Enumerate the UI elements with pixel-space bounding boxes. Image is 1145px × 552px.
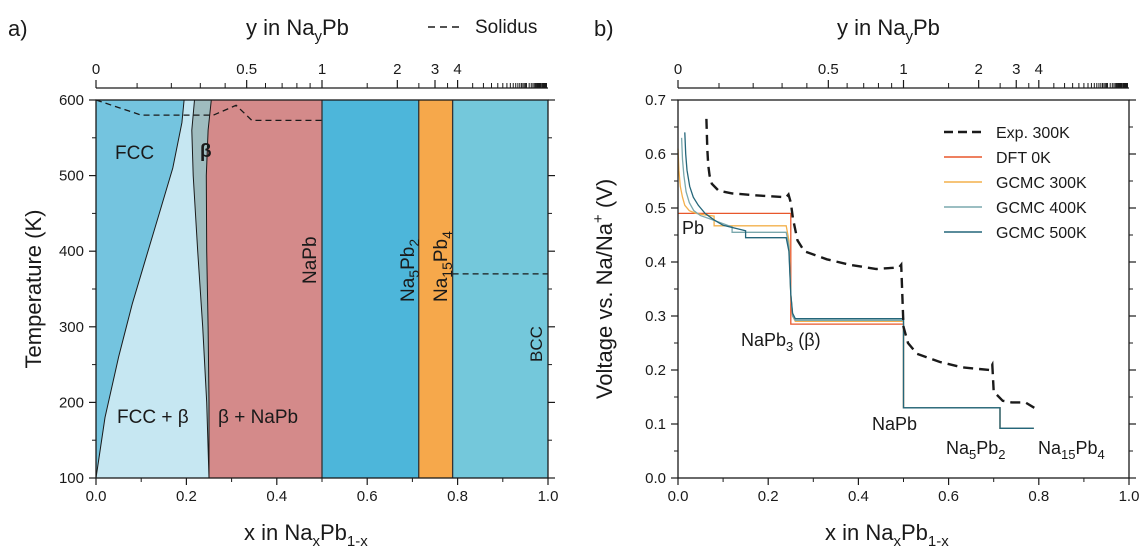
panel-b-top-tick-label: 0.5 xyxy=(818,61,839,78)
voltage-series xyxy=(677,118,1035,429)
panel-a-axes: 0.0 0.2 0.4 0.6 0.8 1.0 100 200 300 400 500 600 0 0.5… xyxy=(59,61,558,505)
panel-a-top-tick-label: 0.5 xyxy=(236,61,257,78)
legend-gcmc-500k-label: GCMC 500K xyxy=(996,225,1087,242)
beta-label: β xyxy=(200,141,212,162)
panel-a-y-tick-label: 100 xyxy=(59,470,84,487)
bcc-phase-label: BCC xyxy=(527,326,546,362)
phase-regions xyxy=(96,100,548,478)
panel-a-x-tick-label: 0.4 xyxy=(266,488,287,505)
panel-b-y-tick-label: 0.2 xyxy=(645,362,666,379)
panel-b-label: b) xyxy=(594,16,614,41)
panel-b-x-tick-label: 0.0 xyxy=(668,488,689,505)
napb-phase-label: NaPb xyxy=(300,236,321,284)
panel-a-x-tick-label: 0.8 xyxy=(447,488,468,505)
panel-b-top-tick-label: 4 xyxy=(1035,61,1043,78)
panel-a-top-tick-label: 3 xyxy=(431,61,439,78)
panel-b-y-axis-label: Voltage vs. Na/Na+ (V) xyxy=(590,179,617,399)
phase-boundaries xyxy=(95,99,548,479)
legend-gcmc-400k-label: GCMC 400K xyxy=(996,200,1087,217)
legend-exp-300k-label: Exp. 300K xyxy=(996,125,1070,142)
panel-a-y-axis-label: Temperature (K) xyxy=(21,210,46,369)
beta-napb-label: β + NaPb xyxy=(218,407,298,428)
na15pb4-annotation: Na15Pb4 xyxy=(1038,438,1105,462)
panel-b-y-tick-label: 0.5 xyxy=(645,200,666,217)
panel-b-top-tick-label: 2 xyxy=(974,61,982,78)
series-gcmc-500k-line xyxy=(684,132,1034,429)
panel-a-label: a) xyxy=(8,16,28,41)
panel-b-x-tick-label: 0.2 xyxy=(758,488,779,505)
legend-gcmc-300k-label: GCMC 300K xyxy=(996,175,1087,192)
panel-b-legend: Exp. 300K DFT 0K GCMC 300K GCMC 400K GCMC 50… xyxy=(944,125,1087,242)
region-beta xyxy=(191,100,212,478)
series-gcmc-300k-line xyxy=(677,148,1034,429)
legend-dft-0k-label: DFT 0K xyxy=(996,150,1051,167)
panel-b-voltage-curve: b) y in NayPb 0.0 0.2 0.4 0.6 0.8 1.00.00.10.… xyxy=(590,15,1139,550)
panel-a-y-tick-label: 500 xyxy=(59,168,84,185)
region-na15pb4 xyxy=(418,100,453,478)
panel-b-x-tick-label: 0.4 xyxy=(848,488,869,505)
panel-a-top-tick-label: 4 xyxy=(453,61,461,78)
panel-b-y-tick-label: 0.6 xyxy=(645,146,666,163)
solidus-legend-label: Solidus xyxy=(475,17,537,38)
panel-b-x-tick-label: 0.8 xyxy=(1028,488,1049,505)
panel-b-y-tick-label: 0.1 xyxy=(645,416,666,433)
region-bcc xyxy=(452,100,548,478)
panel-b-y-tick-label: 0.0 xyxy=(645,470,666,487)
napb3-annotation: NaPb3 (β) xyxy=(741,330,821,354)
panel-a-y-tick-label: 400 xyxy=(59,243,84,260)
region-fcc-beta xyxy=(96,100,209,478)
panel-a-y-tick-label: 600 xyxy=(59,92,84,109)
panel-a-x-tick-label: 0.6 xyxy=(357,488,378,505)
panel-b-x-tick-label: 1.0 xyxy=(1119,488,1140,505)
panel-a-top-axis-title: y in NayPb xyxy=(246,15,349,45)
na5pb2-annotation: Na5Pb2 xyxy=(946,438,1006,462)
panel-b-y-tick-label: 0.7 xyxy=(645,92,666,109)
panel-b-y-tick-label: 0.4 xyxy=(645,254,666,271)
pb-annotation: Pb xyxy=(682,218,704,238)
panel-a-top-tick-label: 2 xyxy=(393,61,401,78)
panel-a-x-tick-label: 0.2 xyxy=(176,488,197,505)
panel-b-top-tick-label: 1 xyxy=(899,61,907,78)
panel-a-x-axis-label: x in NaxPb1-x xyxy=(244,520,368,550)
panel-a-top-tick-label: 0 xyxy=(92,61,100,78)
panel-a-phase-diagram: a) y in NayPb Solidus FCC β FCC + β β + … xyxy=(8,15,558,550)
na15pb4-phase-label: Na15Pb4 xyxy=(431,231,455,302)
panel-b-top-axis-title: y in NayPb xyxy=(837,15,940,45)
fcc-label: FCC xyxy=(115,143,154,164)
panel-a-top-tick-label: 1 xyxy=(318,61,326,78)
beta-right-boundary-curve xyxy=(205,99,212,478)
region-beta-napb xyxy=(206,100,322,478)
panel-b-y-tick-label: 0.3 xyxy=(645,308,666,325)
panel-a-y-tick-label: 300 xyxy=(59,319,84,336)
panel-b-top-tick-label: 3 xyxy=(1012,61,1020,78)
panel-b-top-tick-label: 0 xyxy=(674,61,682,78)
series-exp-300k-line xyxy=(705,118,1035,409)
panel-a-x-tick-label: 0.0 xyxy=(86,488,107,505)
napb-annotation: NaPb xyxy=(872,414,917,434)
panel-a-y-tick-label: 200 xyxy=(59,394,84,411)
beta-left-boundary-curve xyxy=(191,99,210,479)
fcc-solvus-curve xyxy=(95,99,185,479)
panel-b-axes: 0.0 0.2 0.4 0.6 0.8 1.0 0.0 0.1 0.2 0.3 0.4 0.5 0.6 0… xyxy=(645,61,1139,505)
region-napb-na5pb2 xyxy=(322,100,419,478)
na5pb2-phase-label: Na5Pb2 xyxy=(398,239,422,302)
panel-b-x-tick-label: 0.6 xyxy=(938,488,959,505)
panel-a-x-tick-label: 1.0 xyxy=(538,488,559,505)
region-fcc xyxy=(96,100,185,478)
fcc-beta-label: FCC + β xyxy=(117,407,189,428)
panel-b-x-axis-label: x in NaxPb1-x xyxy=(825,520,949,550)
